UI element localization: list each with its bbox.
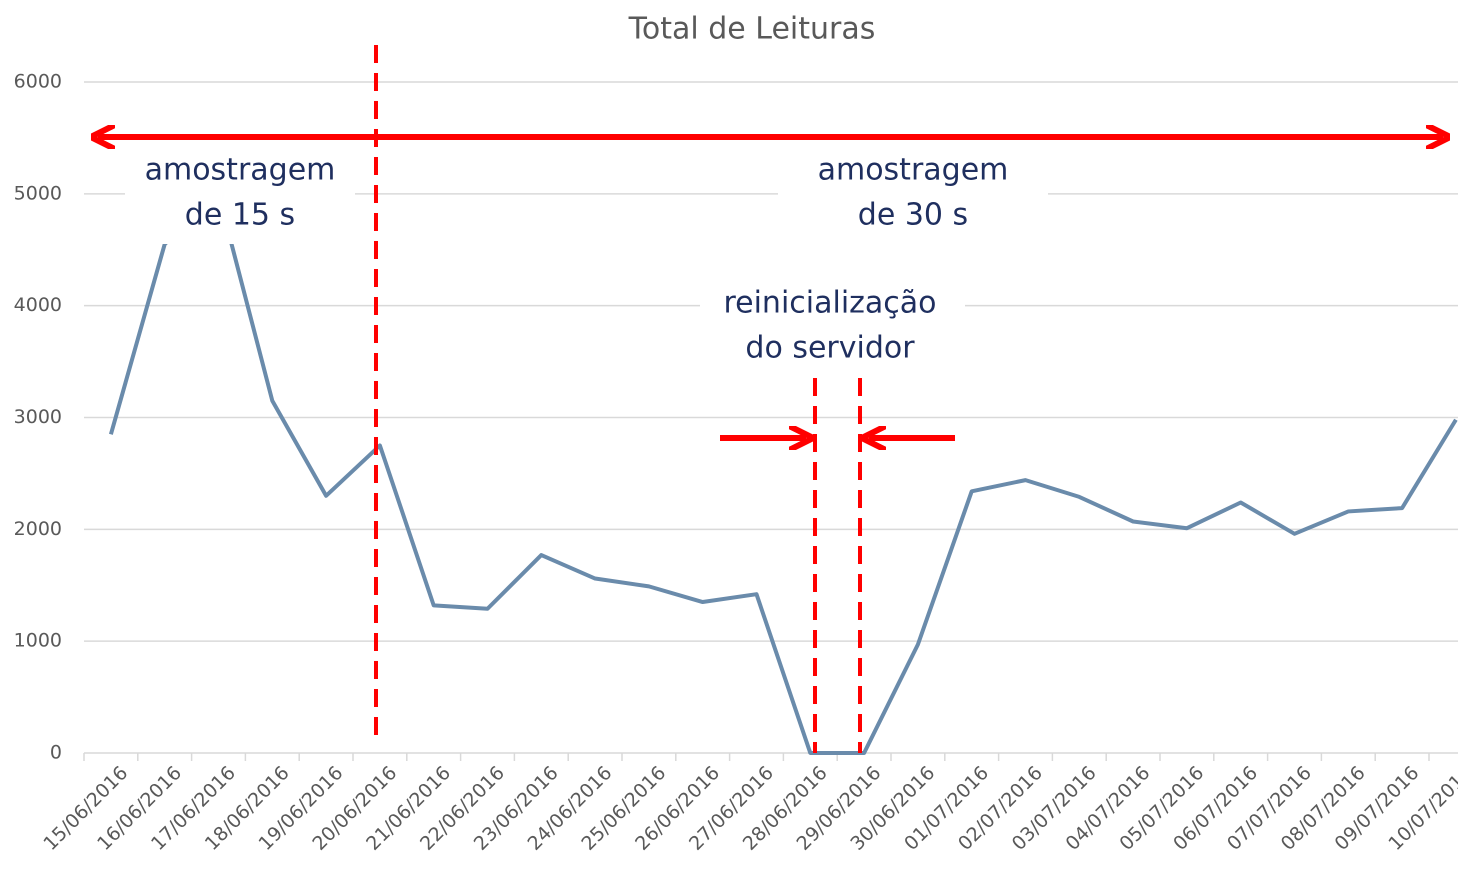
annotation: reinicialização <box>723 286 936 321</box>
annotation: amostragem <box>818 153 1009 188</box>
label-background <box>125 148 355 244</box>
y-tick-label: 6000 <box>14 71 62 93</box>
y-tick-label: 5000 <box>14 182 62 204</box>
y-tick-label: 3000 <box>14 406 62 428</box>
y-tick-label: 1000 <box>14 630 62 652</box>
annotation: amostragem <box>145 153 336 188</box>
annotation: de 15 s <box>185 198 295 233</box>
y-tick-label: 0 <box>50 742 62 764</box>
chart-title: Total de Leituras <box>628 12 876 47</box>
annotation: de 30 s <box>858 198 968 233</box>
y-tick-label: 4000 <box>14 294 62 316</box>
label-background <box>700 282 965 374</box>
data-line <box>108 191 1458 755</box>
label-background <box>778 148 1048 244</box>
annotation: do servidor <box>745 331 915 366</box>
y-tick-label: 2000 <box>14 518 62 540</box>
